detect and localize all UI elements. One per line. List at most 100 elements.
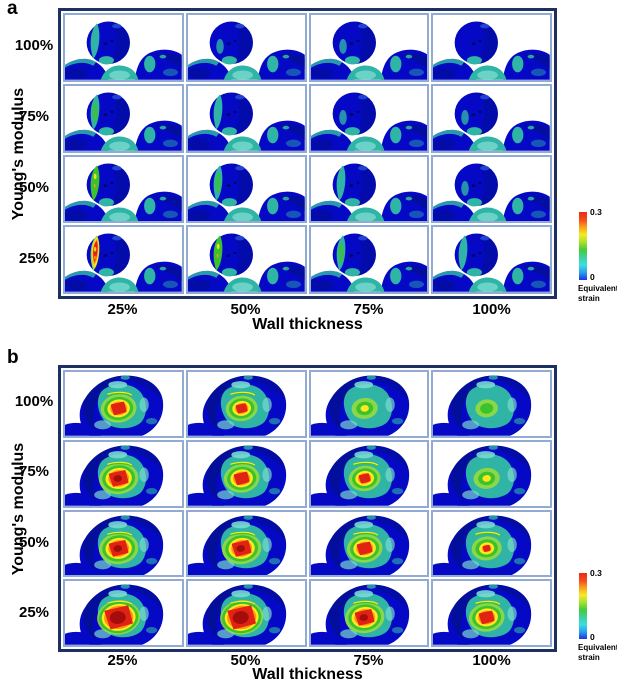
fea-cell-a-r1-c2 xyxy=(308,83,430,153)
colorbar-title: Equivalent strain xyxy=(578,643,617,662)
fea-cell-b-r0-c0 xyxy=(63,370,184,438)
colorbar-title-line1: Equivalent xyxy=(578,643,617,652)
aneurysm-outer-wall-render xyxy=(187,233,305,292)
fea-cell-a-r2-c2 xyxy=(308,154,430,224)
fea-cell-a-r0-c1 xyxy=(185,13,307,82)
row-label-100: 100% xyxy=(14,37,54,54)
aneurysm-outer-wall-render xyxy=(310,92,428,151)
aneurysm-outer-wall-render xyxy=(310,162,428,222)
row-label-25: 25% xyxy=(18,604,50,621)
fea-cell-b-r3-c3 xyxy=(431,579,552,647)
fea-cell-a-r0-c0 xyxy=(63,13,184,82)
aneurysm-dome-render xyxy=(187,444,286,506)
colorbar-max-label: 0.3 xyxy=(590,568,602,578)
col-label-50: 50% xyxy=(230,301,261,318)
aneurysm-dome-render xyxy=(310,584,409,645)
aneurysm-dome-render xyxy=(187,584,286,645)
y-axis-title: Young's modulus xyxy=(10,442,27,576)
figure-panel-b: b Young's modulus 100% 75% 50% 25% xyxy=(0,345,617,685)
aneurysm-dome-render xyxy=(433,514,532,576)
panel-a-label: a xyxy=(7,0,18,19)
fea-cell-a-r2-c1 xyxy=(185,154,307,224)
aneurysm-dome-render xyxy=(65,444,164,506)
fea-cell-b-r0-c3 xyxy=(431,370,552,438)
aneurysm-dome-render xyxy=(310,375,409,436)
row-label-50: 50% xyxy=(18,179,50,196)
col-label-100: 100% xyxy=(472,301,511,318)
col-label-75: 75% xyxy=(353,301,384,318)
fea-cell-b-r3-c2 xyxy=(308,579,430,647)
y-axis-title: Young's modulus xyxy=(10,87,27,221)
aneurysm-dome-render xyxy=(65,514,164,576)
aneurysm-dome-render xyxy=(310,514,409,576)
row-label-50: 50% xyxy=(18,534,50,551)
fea-cell-a-r3-c1 xyxy=(185,225,307,294)
colorbar-title-line2: strain xyxy=(578,293,600,303)
aneurysm-outer-wall-render xyxy=(187,162,305,222)
fea-cell-b-r1-c2 xyxy=(308,439,430,508)
fea-cell-b-r1-c1 xyxy=(185,439,307,508)
panel-b-label: b xyxy=(7,347,19,368)
x-axis-title: Wall thickness xyxy=(252,666,363,683)
aneurysm-dome-render xyxy=(310,444,409,506)
fea-cell-b-r1-c0 xyxy=(63,439,184,508)
colorbar-title-line2: strain xyxy=(578,652,600,662)
fea-cell-b-r2-c0 xyxy=(63,509,184,578)
row-label-100: 100% xyxy=(14,393,54,410)
aneurysm-outer-wall-render xyxy=(433,21,550,80)
simulation-grid-a xyxy=(58,8,557,299)
aneurysm-outer-wall-render xyxy=(433,233,550,292)
fea-cell-b-r0-c1 xyxy=(185,370,307,438)
col-label-75: 75% xyxy=(353,652,384,669)
x-axis-title: Wall thickness xyxy=(252,316,363,333)
colorbar-min-label: 0 xyxy=(590,632,595,642)
aneurysm-outer-wall-render xyxy=(65,21,182,80)
aneurysm-dome-render xyxy=(65,375,164,436)
aneurysm-dome-render xyxy=(187,514,286,576)
col-label-25: 25% xyxy=(107,301,138,318)
fea-cell-b-r2-c2 xyxy=(308,509,430,578)
fea-cell-a-r1-c1 xyxy=(185,83,307,153)
fea-cell-a-r2-c0 xyxy=(63,154,184,224)
row-label-75: 75% xyxy=(18,108,50,125)
fea-cell-b-r1-c3 xyxy=(431,439,552,508)
aneurysm-dome-render xyxy=(187,375,286,436)
aneurysm-dome-render xyxy=(433,584,532,645)
aneurysm-outer-wall-render xyxy=(65,162,182,222)
aneurysm-dome-render xyxy=(65,584,164,645)
colorbar xyxy=(579,212,587,280)
colorbar-min-label: 0 xyxy=(590,272,595,282)
figure-panel-a: a Young's modulus 100% 75% 50% 25% xyxy=(7,0,617,333)
colorbar xyxy=(579,573,587,639)
colorbar-title: Equivalent strain xyxy=(578,284,617,303)
fea-cell-a-r2-c3 xyxy=(431,154,552,224)
fea-cell-a-r1-c3 xyxy=(431,83,552,153)
aneurysm-dome-render xyxy=(433,444,532,506)
fea-cell-a-r3-c3 xyxy=(431,225,552,294)
fea-cell-a-r3-c0 xyxy=(63,225,184,294)
fea-cell-b-r2-c3 xyxy=(431,509,552,578)
aneurysm-outer-wall-render xyxy=(187,21,305,80)
col-label-50: 50% xyxy=(230,652,261,669)
colorbar-title-line1: Equivalent xyxy=(578,284,617,293)
aneurysm-outer-wall-render xyxy=(433,92,550,151)
colorbar-max-label: 0.3 xyxy=(590,207,602,217)
aneurysm-outer-wall-render xyxy=(310,21,428,80)
fea-cell-a-r1-c0 xyxy=(63,83,184,153)
col-label-100: 100% xyxy=(472,652,511,669)
fea-cell-a-r0-c2 xyxy=(308,13,430,82)
fea-cell-b-r2-c1 xyxy=(185,509,307,578)
row-label-25: 25% xyxy=(18,250,50,267)
fea-cell-a-r3-c2 xyxy=(308,225,430,294)
aneurysm-outer-wall-render xyxy=(187,92,305,151)
aneurysm-outer-wall-render xyxy=(310,233,428,292)
aneurysm-outer-wall-render xyxy=(433,162,550,222)
aneurysm-dome-render xyxy=(433,375,532,436)
fea-cell-b-r3-c0 xyxy=(63,579,184,647)
fea-cell-b-r3-c1 xyxy=(185,579,307,647)
row-label-75: 75% xyxy=(18,463,50,480)
aneurysm-outer-wall-render xyxy=(65,233,182,292)
simulation-grid-b xyxy=(58,365,557,652)
fea-cell-b-r0-c2 xyxy=(308,370,430,438)
aneurysm-outer-wall-render xyxy=(65,92,182,151)
